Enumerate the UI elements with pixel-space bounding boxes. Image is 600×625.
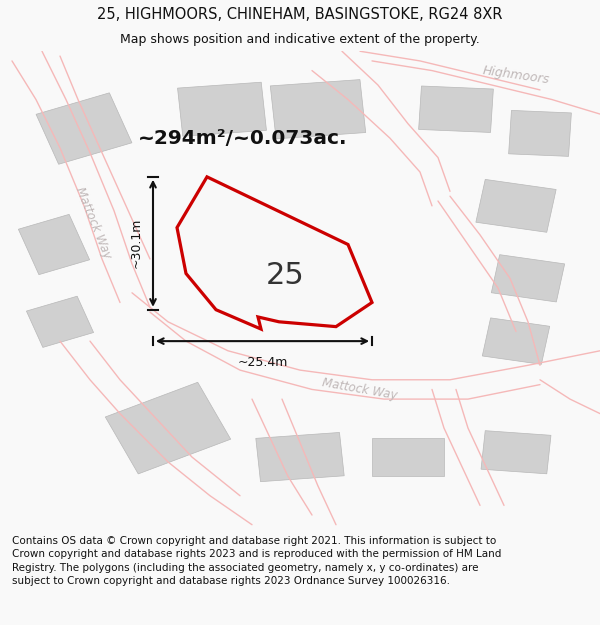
- Bar: [481, 431, 551, 474]
- Bar: [491, 254, 565, 302]
- Text: 25, HIGHMOORS, CHINEHAM, BASINGSTOKE, RG24 8XR: 25, HIGHMOORS, CHINEHAM, BASINGSTOKE, RG…: [97, 7, 503, 22]
- Text: ~30.1m: ~30.1m: [130, 218, 143, 269]
- Text: Mattock Way: Mattock Way: [322, 376, 398, 402]
- Text: Highmoors: Highmoors: [482, 64, 550, 86]
- Text: ~25.4m: ~25.4m: [238, 356, 287, 369]
- Polygon shape: [177, 177, 372, 329]
- Bar: [105, 382, 231, 474]
- Text: Contains OS data © Crown copyright and database right 2021. This information is : Contains OS data © Crown copyright and d…: [12, 536, 502, 586]
- Text: 25: 25: [266, 261, 304, 291]
- Bar: [270, 79, 366, 139]
- Bar: [36, 93, 132, 164]
- Bar: [178, 82, 266, 136]
- Text: Map shows position and indicative extent of the property.: Map shows position and indicative extent…: [120, 34, 480, 46]
- Bar: [509, 111, 571, 156]
- Text: Mattock Way: Mattock Way: [73, 185, 113, 261]
- Bar: [19, 214, 89, 274]
- Bar: [476, 179, 556, 232]
- Text: ~294m²/~0.073ac.: ~294m²/~0.073ac.: [138, 129, 347, 148]
- Bar: [372, 438, 444, 476]
- Bar: [256, 432, 344, 482]
- Bar: [482, 318, 550, 364]
- Bar: [419, 86, 493, 132]
- Bar: [26, 296, 94, 348]
